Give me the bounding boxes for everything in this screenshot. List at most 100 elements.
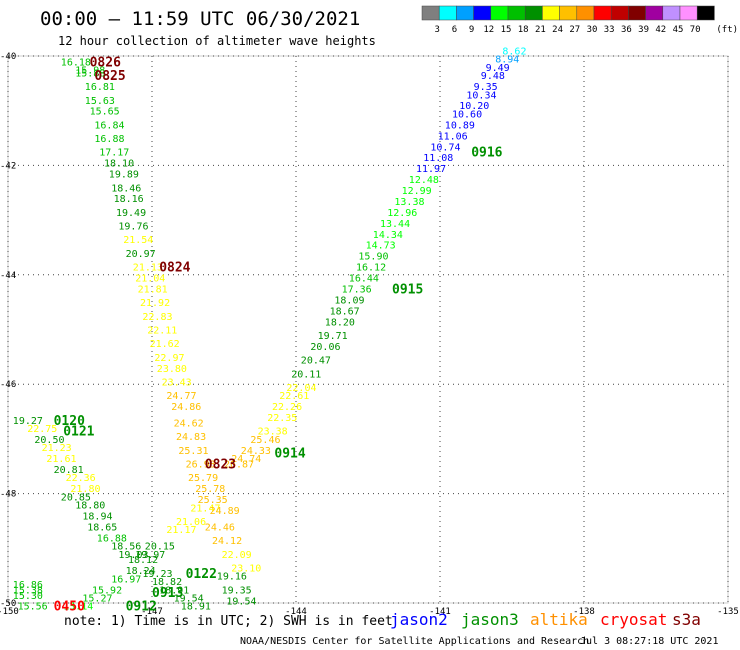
- legend-bin-label: 45: [673, 25, 684, 35]
- legend-swatch: [576, 5, 595, 21]
- wave-height-label: 13.38: [394, 197, 424, 208]
- wave-height-label: 8.94: [495, 55, 519, 66]
- satellite-legend-item: altika: [530, 610, 588, 629]
- wave-height-label: 21.81: [138, 284, 168, 295]
- footer-timestamp: Jul 3 08:27:18 UTC 2021: [580, 636, 718, 647]
- wave-height-label: 25.35: [198, 495, 228, 506]
- pass-time-label: 0915: [392, 282, 423, 297]
- wave-height-label: 26.87: [224, 460, 254, 471]
- wave-height-label: 19.54: [226, 596, 256, 607]
- wave-height-label: 15.88: [75, 68, 105, 79]
- pass-time-label: 0122: [186, 567, 217, 582]
- wave-height-label: 15.63: [85, 96, 115, 107]
- pass-time-label: 0450: [54, 600, 85, 615]
- wave-height-label: 18.10: [104, 159, 134, 170]
- wave-height-label: 21.04: [135, 274, 165, 285]
- wave-height-label: 24.12: [212, 536, 242, 547]
- wave-height-label: 21.17: [166, 525, 196, 536]
- wave-height-label: 15.92: [92, 585, 122, 596]
- satellite-legend-item: s3a: [672, 610, 701, 629]
- wave-height-label: 25.78: [195, 484, 225, 495]
- wave-height-label: 24.89: [210, 506, 240, 517]
- legend-bin-label: 18: [518, 25, 529, 35]
- wave-height-label: 22.75: [27, 424, 57, 435]
- wave-height-label: 22.61: [279, 391, 309, 402]
- pass-time-label: 0916: [471, 146, 502, 161]
- wave-height-label: 15.56: [18, 602, 48, 613]
- wave-height-label: 16.97: [111, 574, 141, 585]
- wave-height-label: 10.89: [445, 120, 475, 131]
- wave-height-label: 25.46: [250, 435, 280, 446]
- wave-height-label: 22.83: [142, 312, 172, 323]
- wave-height-label: 15.65: [90, 107, 120, 118]
- y-axis-ticks: -40 -42 -44 -46 -48 -50: [0, 52, 16, 609]
- y-tick-label: -40: [0, 52, 16, 62]
- legend-bin-label: 9: [469, 25, 474, 35]
- wave-height-label: 19.97: [135, 550, 165, 561]
- wave-height-label: 21.47: [190, 503, 220, 514]
- wave-height-label: 22.35: [267, 413, 297, 424]
- wave-height-label: 12.96: [387, 208, 417, 219]
- wave-height-label: 15.30: [13, 591, 43, 602]
- legend-bin-label: 21: [535, 25, 546, 35]
- legend-bin-label: 24: [552, 25, 563, 35]
- wave-height-label: 24.62: [174, 418, 204, 429]
- wave-height-label: 21.61: [46, 454, 76, 465]
- wave-height-label: 18.09: [334, 295, 364, 306]
- wave-height-label: 19.16: [217, 572, 247, 583]
- legend-bin-label: 12: [483, 25, 494, 35]
- x-tick-label: -144: [285, 607, 307, 617]
- wave-height-label: 24.74: [231, 454, 261, 465]
- legend-swatch: [507, 5, 526, 21]
- wave-height-label: 18.94: [82, 511, 112, 522]
- pass-time-label: 0826: [90, 55, 121, 70]
- wave-height-label: 18.46: [111, 183, 141, 194]
- legend-swatch: [593, 5, 612, 21]
- wave-height-label: 17.17: [99, 148, 129, 159]
- wave-height-label: 24.33: [241, 446, 271, 457]
- wave-height-label: 15.98: [75, 66, 105, 77]
- pass-time-label: 0825: [94, 69, 125, 84]
- wave-height-label: 19.03: [118, 550, 148, 561]
- wave-height-label: 16.12: [356, 263, 386, 274]
- wave-height-label: 24.77: [166, 391, 196, 402]
- pass-time-label: 0914: [274, 447, 305, 462]
- satellite-legend-item: jason2: [390, 610, 448, 629]
- legend-swatch: [645, 5, 664, 21]
- wave-height-label: 13.14: [63, 602, 93, 613]
- color-legend: 3 6 9 12 15 18 21 24 27 30 33 36 39 42 45 70 (ft): [421, 5, 738, 35]
- legend-swatch: [438, 5, 457, 21]
- wave-height-label: 11.97: [416, 164, 446, 175]
- wave-height-label: 22.97: [154, 353, 184, 364]
- wave-height-label: 21.23: [42, 443, 72, 454]
- wave-height-label: 9.48: [481, 71, 505, 82]
- wave-height-label: 16.84: [94, 120, 124, 131]
- legend-swatch: [559, 5, 578, 21]
- wave-height-label: 16.88: [97, 533, 127, 544]
- wave-height-label: 17.36: [342, 284, 372, 295]
- wave-height-label: 16.44: [349, 274, 379, 285]
- legend-bin-label: 33: [604, 25, 615, 35]
- wave-height-label: 19.76: [118, 222, 148, 233]
- wave-height-label: 20.97: [126, 249, 156, 260]
- grid-lines: [7, 55, 729, 604]
- wave-height-label: 18.67: [330, 306, 360, 317]
- y-tick-label: -50: [0, 599, 16, 609]
- legend-swatch: [542, 5, 560, 21]
- x-tick-label: -147: [141, 607, 163, 617]
- wave-height-label: 11.08: [423, 153, 453, 164]
- legend-swatch: [610, 5, 629, 21]
- wave-height-label: 19.89: [109, 170, 139, 181]
- wave-height-label: 20.50: [34, 435, 64, 446]
- wave-height-label: 24.46: [205, 522, 235, 533]
- wave-height-label: 25.79: [188, 473, 218, 484]
- legend-swatch: [490, 5, 509, 21]
- legend-swatch: [679, 5, 698, 21]
- wave-height-label: 22.04: [286, 383, 316, 394]
- wave-height-label: 20.11: [291, 369, 321, 380]
- wave-height-label: 10.60: [452, 109, 482, 120]
- pass-time-label: 0912: [126, 600, 157, 615]
- legend-unit: (ft): [716, 25, 738, 35]
- wave-height-label: 19.35: [222, 585, 252, 596]
